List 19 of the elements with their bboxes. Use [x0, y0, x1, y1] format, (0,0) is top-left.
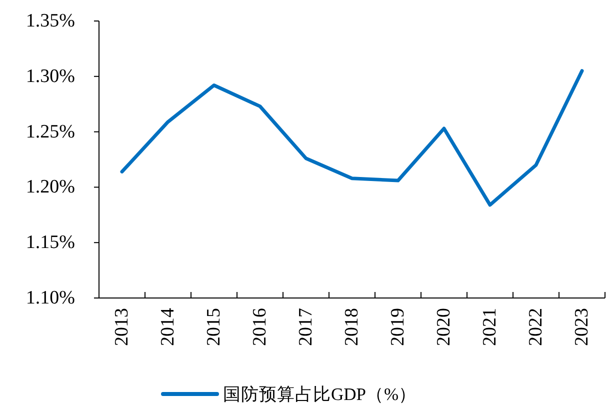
y-tick-label: 1.20% [26, 176, 76, 198]
x-tick-label: 2017 [296, 308, 316, 346]
x-tick-label: 2016 [250, 308, 270, 346]
legend-label: 国防预算占比GDP（%） [223, 384, 417, 404]
line-series [120, 69, 584, 207]
y-tick-label: 1.35% [26, 10, 76, 32]
x-tick-label: 2021 [480, 308, 500, 346]
x-tick-label: 2015 [204, 308, 224, 346]
x-tick-label: 2014 [158, 308, 178, 346]
x-tick-label: 2022 [526, 308, 546, 346]
y-tick-label: 1.15% [26, 232, 76, 254]
x-tick-label: 2013 [112, 308, 132, 346]
y-tick-label: 1.10% [26, 288, 76, 308]
x-tick-label: 2023 [572, 308, 592, 346]
x-tick-label: 2020 [434, 308, 454, 346]
x-tick-label: 2018 [342, 308, 362, 346]
x-tick-label: 2019 [388, 308, 408, 346]
y-tick-label: 1.30% [26, 66, 76, 87]
y-tick-label: 1.25% [26, 121, 76, 142]
